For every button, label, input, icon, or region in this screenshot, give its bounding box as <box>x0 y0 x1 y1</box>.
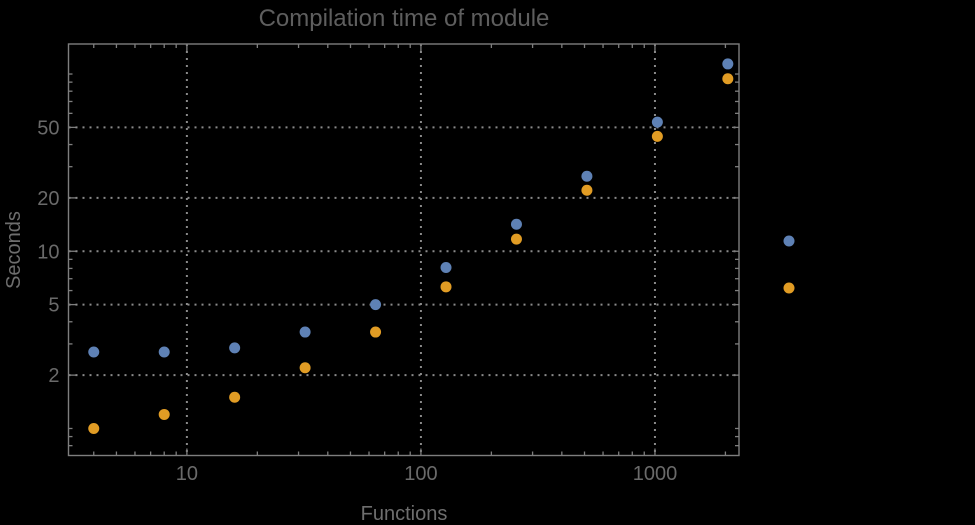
data-point-series-orange <box>229 391 241 403</box>
x-axis-label: Functions <box>361 503 448 525</box>
y-tick-label: 10 <box>37 241 59 263</box>
data-point-series-orange <box>510 233 522 245</box>
frame-layer <box>67 43 740 457</box>
x-tick-label: 10 <box>176 463 198 485</box>
chart-title: Compilation time of module <box>259 5 550 32</box>
tick-label-layer: 10 100 1000 2 5 10 20 50 <box>37 117 677 485</box>
y-tick-label: 2 <box>48 365 59 387</box>
data-point-series-orange <box>158 408 170 420</box>
y-tick-label: 5 <box>48 295 59 317</box>
y-tick-label: 50 <box>37 117 59 139</box>
legend-marker-1 <box>783 235 795 247</box>
data-point-series-orange <box>88 422 100 434</box>
x-tick-label: 1000 <box>633 463 678 485</box>
plot-frame <box>67 43 740 457</box>
data-point-series-orange <box>299 362 311 374</box>
data-point-series-orange <box>581 184 593 196</box>
data-point-series-blue <box>581 170 593 182</box>
y-tick-label: 20 <box>37 188 59 210</box>
legend-marker-2 <box>783 282 795 294</box>
data-point-series-blue <box>88 346 100 358</box>
data-point-series-orange <box>651 130 663 142</box>
x-tick-label: 100 <box>404 463 437 485</box>
grid-layer <box>68 44 739 456</box>
tick-layer <box>68 44 739 456</box>
data-point-series-blue <box>440 261 452 273</box>
data-point-series-blue <box>510 218 522 230</box>
y-axis-label: Seconds <box>3 211 25 289</box>
data-point-series-blue <box>158 346 170 358</box>
data-point-series-blue <box>722 58 734 70</box>
data-point-series-blue <box>229 342 241 354</box>
data-point-layer <box>88 58 734 434</box>
data-point-series-blue <box>651 116 663 128</box>
data-point-series-blue <box>299 326 311 338</box>
legend-layer <box>783 235 795 294</box>
data-point-series-orange <box>722 73 734 85</box>
data-point-series-orange <box>440 281 452 293</box>
data-point-series-blue <box>370 299 382 311</box>
data-point-series-orange <box>370 326 382 338</box>
